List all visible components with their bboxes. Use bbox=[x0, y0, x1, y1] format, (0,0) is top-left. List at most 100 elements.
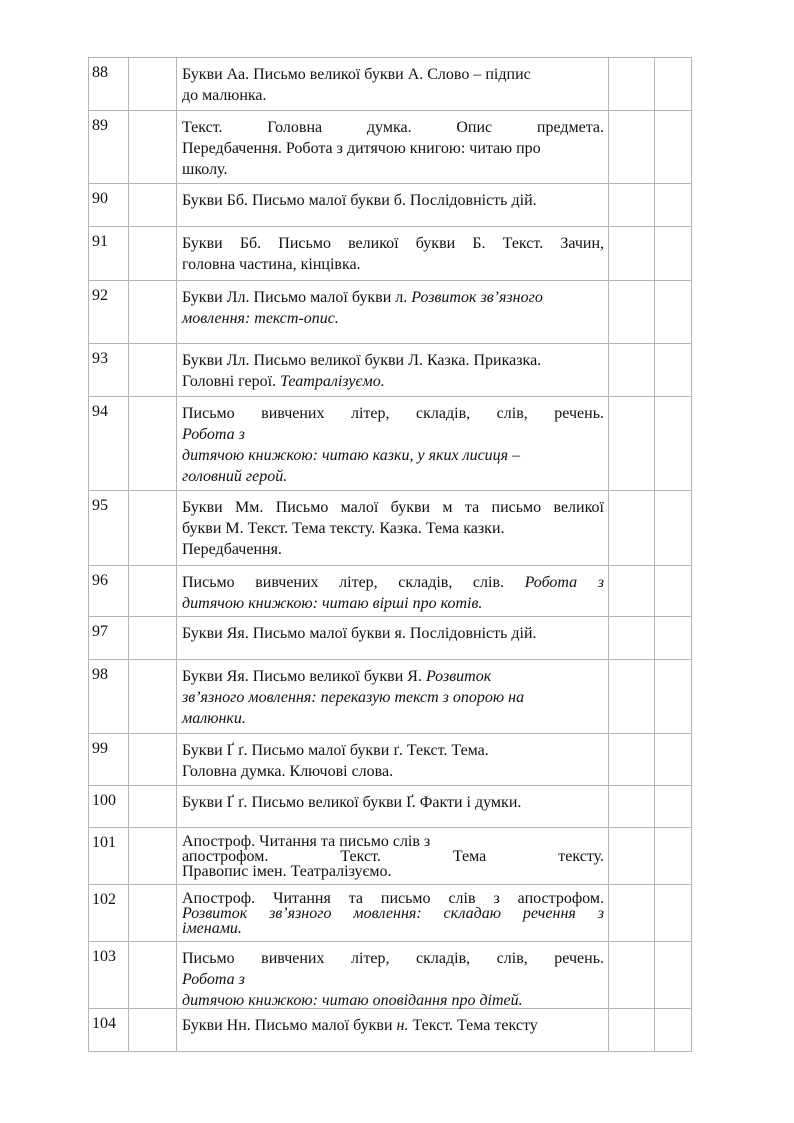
topic-text: Букви Нн. Письмо малої букви bbox=[182, 1017, 397, 1034]
lesson-topic-cell: Букви Бб. Письмо великої букви Б. Текст.… bbox=[176, 227, 608, 280]
lesson-number-cell: 89 bbox=[88, 111, 128, 183]
topic-line: іменами. bbox=[182, 921, 604, 937]
topic-text: Розвиток зв’язного мовлення: складаю реч… bbox=[182, 905, 604, 922]
topic-line: до малюнка. bbox=[182, 85, 604, 106]
notes-cell bbox=[654, 281, 692, 343]
lesson-number-cell: 100 bbox=[88, 786, 128, 827]
table-row: 91 Букви Бб. Письмо великої букви Б. Текс… bbox=[88, 227, 692, 281]
topic-line: школу. bbox=[182, 159, 604, 180]
table-row: 90 Букви Бб. Письмо малої букви б. Послід… bbox=[88, 184, 692, 227]
lesson-plan-table: 88 Букви Аа. Письмо великої букви А. Слов… bbox=[88, 57, 692, 1052]
topic-line: Передбачення. bbox=[182, 539, 604, 560]
lesson-topic-cell: Письмо вивчених літер, складів, слів. Ро… bbox=[176, 566, 608, 616]
notes-cell bbox=[654, 828, 692, 884]
topic-text: Письмо вивчених літер, складів, слів, ре… bbox=[182, 950, 604, 967]
hours-cell bbox=[608, 111, 654, 183]
topic-line: Передбачення. Робота з дитячою книгою: ч… bbox=[182, 138, 604, 159]
topic-text: дитячою книжкою: читаю оповідання про ді… bbox=[182, 992, 523, 1009]
topic-text: Робота з bbox=[524, 574, 605, 591]
notes-cell bbox=[654, 491, 692, 565]
table-row: 98 Букви Яя. Письмо великої букви Я. Розв… bbox=[88, 660, 692, 734]
date-cell bbox=[128, 184, 176, 226]
lesson-number: 95 bbox=[92, 497, 108, 514]
lesson-topic-cell: Букви Ґ ґ. Письмо великої букви Ґ. Факти… bbox=[176, 786, 608, 827]
topic-line: зв’язного мовлення: переказую текст з оп… bbox=[182, 687, 604, 708]
hours-cell bbox=[608, 491, 654, 565]
notes-cell bbox=[654, 227, 692, 280]
topic-text: Букви Аа. Письмо великої букви А. Слово … bbox=[182, 66, 531, 83]
topic-line: Правопис імен. Театралізуємо. bbox=[182, 863, 604, 880]
notes-cell bbox=[654, 111, 692, 183]
topic-text: апострофом. Текст. Тема тексту. bbox=[182, 848, 604, 865]
topic-line: дитячою книжкою: читаю казки, у яких лис… bbox=[182, 445, 604, 466]
topic-line: мовлення: текст-опис. bbox=[182, 308, 604, 329]
lesson-number: 97 bbox=[92, 623, 108, 640]
hours-cell bbox=[608, 344, 654, 396]
lesson-number: 88 bbox=[92, 64, 108, 81]
notes-cell bbox=[654, 885, 692, 941]
topic-text: Правопис імен. Театралізуємо. bbox=[182, 863, 392, 880]
topic-text: до малюнка. bbox=[182, 87, 267, 104]
lesson-number-cell: 99 bbox=[88, 734, 128, 785]
lesson-number-cell: 101 bbox=[88, 828, 128, 884]
topic-line: Букви Ґ ґ. Письмо великої букви Ґ. Факти… bbox=[182, 792, 604, 813]
topic-text: Букви Мм. Письмо малої букви м та письмо… bbox=[182, 499, 604, 516]
date-cell bbox=[128, 942, 176, 1008]
table-row: 93 Букви Лл. Письмо великої букви Л. Казк… bbox=[88, 344, 692, 397]
topic-text: Букви Бб. Письмо малої букви б. Послідов… bbox=[182, 192, 537, 209]
notes-cell bbox=[654, 58, 692, 110]
date-cell bbox=[128, 786, 176, 827]
lesson-number-cell: 98 bbox=[88, 660, 128, 733]
table-row: 100 Букви Ґ ґ. Письмо великої букви Ґ. Фа… bbox=[88, 786, 692, 828]
topic-text: зв’язного мовлення: переказую текст з оп… bbox=[182, 689, 525, 706]
hours-cell bbox=[608, 734, 654, 785]
topic-line: Апостроф. Читання та письмо слів з bbox=[182, 834, 604, 850]
table-row: 97 Букви Яя. Письмо малої букви я. Послід… bbox=[88, 617, 692, 660]
topic-line: малюнки. bbox=[182, 708, 604, 729]
lesson-number-cell: 103 bbox=[88, 942, 128, 1008]
topic-line: Букви Лл. Письмо малої букви л. Розвиток… bbox=[182, 287, 604, 308]
lesson-number: 104 bbox=[92, 1015, 116, 1032]
date-cell bbox=[128, 734, 176, 785]
notes-cell bbox=[654, 942, 692, 1008]
topic-text: Робота з bbox=[182, 971, 245, 988]
lesson-topic-cell: Букви Мм. Письмо малої букви м та письмо… bbox=[176, 491, 608, 565]
lesson-topic-cell: Текст. Головна думка. Опис предмета. Пере… bbox=[176, 111, 608, 183]
hours-cell bbox=[608, 942, 654, 1008]
lesson-number-cell: 104 bbox=[88, 1009, 128, 1051]
lesson-topic-cell: Букви Ґ ґ. Письмо малої букви ґ. Текст. … bbox=[176, 734, 608, 785]
table-row: 92 Букви Лл. Письмо малої букви л. Розвит… bbox=[88, 281, 692, 344]
hours-cell bbox=[608, 566, 654, 616]
date-cell bbox=[128, 885, 176, 941]
lesson-number: 102 bbox=[92, 891, 116, 908]
topic-text: н. bbox=[396, 1017, 409, 1034]
date-cell bbox=[128, 58, 176, 110]
topic-text: Текст. Головна думка. Опис предмета. bbox=[182, 119, 604, 136]
topic-text: Письмо вивчених літер, складів, слів. bbox=[182, 574, 525, 591]
notes-cell bbox=[654, 397, 692, 490]
notes-cell bbox=[654, 786, 692, 827]
lesson-number-cell: 88 bbox=[88, 58, 128, 110]
topic-line: Письмо вивчених літер, складів, слів, ре… bbox=[182, 403, 604, 424]
table-row: 102 Апостроф. Читання та письмо слів з ап… bbox=[88, 885, 692, 942]
topic-line: Робота з bbox=[182, 424, 604, 445]
topic-text: Апостроф. Читання та письмо слів з апост… bbox=[182, 890, 604, 907]
lesson-number-cell: 90 bbox=[88, 184, 128, 226]
date-cell bbox=[128, 660, 176, 733]
lesson-number-cell: 97 bbox=[88, 617, 128, 659]
topic-text: Букви Лл. Письмо великої букви Л. Казка.… bbox=[182, 352, 542, 369]
topic-text: Букви Яя. Письмо великої букви Я. bbox=[182, 668, 426, 685]
hours-cell bbox=[608, 660, 654, 733]
topic-line: дитячою книжкою: читаю вірші про котів. bbox=[182, 593, 604, 614]
topic-line: Письмо вивчених літер, складів, слів. Ро… bbox=[182, 572, 604, 593]
topic-line: Букви Нн. Письмо малої букви н. Текст. Т… bbox=[182, 1015, 604, 1036]
lesson-topic-cell: Букви Бб. Письмо малої букви б. Послідов… bbox=[176, 184, 608, 226]
topic-text: мовлення: текст-опис. bbox=[182, 310, 339, 327]
date-cell bbox=[128, 227, 176, 280]
lesson-number: 93 bbox=[92, 350, 108, 367]
table-row: 95 Букви Мм. Письмо малої букви м та пись… bbox=[88, 491, 692, 566]
lesson-topic-cell: Апостроф. Читання та письмо слів з апост… bbox=[176, 885, 608, 941]
topic-text: Головна думка. Ключові слова. bbox=[182, 763, 394, 780]
lesson-number-cell: 92 bbox=[88, 281, 128, 343]
topic-line: Робота з bbox=[182, 969, 604, 990]
